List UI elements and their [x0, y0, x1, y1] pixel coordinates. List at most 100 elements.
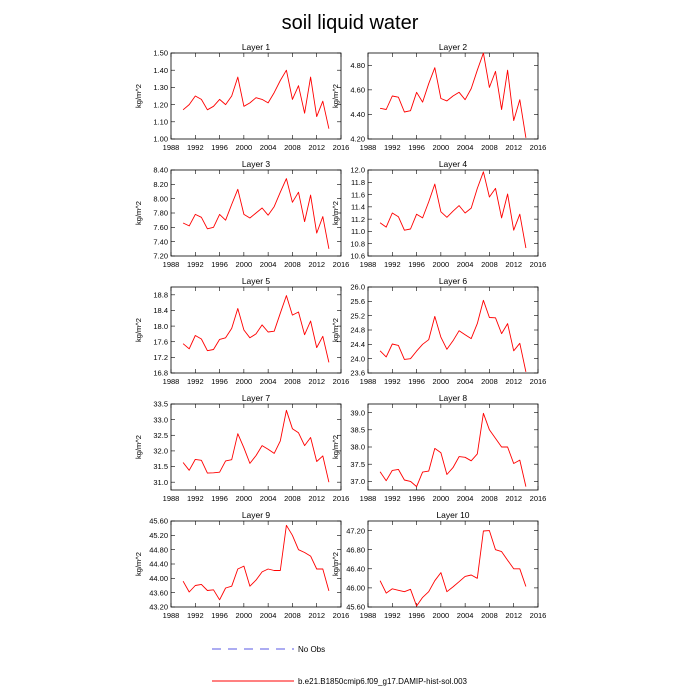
x-tick-label: 2008 [481, 377, 498, 386]
x-tick-label: 1988 [360, 611, 377, 620]
y-tick-label: 23.6 [350, 369, 365, 378]
x-tick-label: 1992 [187, 143, 204, 152]
y-tick-label: 11.8 [351, 178, 365, 187]
y-tick-label: 16.8 [153, 369, 168, 378]
plot-frame [367, 52, 539, 140]
panel-title: Layer 5 [242, 276, 271, 286]
x-tick-label: 2012 [308, 377, 325, 386]
y-axis-label: kg/m^2 [134, 318, 143, 342]
x-tick-label: 2000 [236, 143, 253, 152]
x-tick-label: 2008 [284, 143, 301, 152]
plot-frame [367, 520, 539, 608]
plot-frame [170, 520, 342, 608]
x-tick-label: 1992 [384, 611, 401, 620]
x-tick-label: 2016 [333, 260, 350, 269]
y-tick-label: 10.6 [350, 252, 365, 261]
x-tick-label: 1988 [360, 143, 377, 152]
y-tick-label: 33.0 [153, 415, 168, 424]
y-tick-label: 47.20 [346, 526, 365, 535]
y-tick-label: 7.20 [153, 252, 168, 261]
y-tick-label: 46.40 [346, 564, 365, 573]
series-line [379, 530, 527, 607]
x-tick-label: 2008 [284, 494, 301, 503]
series-line [379, 412, 527, 488]
panel-title: Layer 6 [439, 276, 468, 286]
y-tick-label: 24.0 [350, 354, 365, 363]
x-tick-label: 2000 [236, 611, 253, 620]
y-tick-label: 11.6 [351, 190, 365, 199]
y-tick-label: 11.2 [351, 215, 365, 224]
series-line [380, 52, 527, 138]
y-tick-label: 1.30 [153, 83, 168, 92]
y-tick-label: 11.0 [351, 227, 365, 236]
series-line [379, 299, 527, 372]
panel-3: Layer 3 1988 1992 1996 2000 2004 2008 2012 2016 7… [134, 159, 349, 269]
x-tick-label: 2004 [260, 143, 277, 152]
y-tick-label: 8.40 [153, 166, 168, 175]
x-tick-label: 2000 [236, 494, 253, 503]
y-tick-label: 43.60 [149, 588, 168, 597]
y-tick-label: 31.0 [153, 478, 168, 487]
y-tick-label: 38.5 [350, 426, 365, 435]
x-tick-label: 2016 [530, 494, 547, 503]
y-tick-label: 17.2 [153, 353, 168, 362]
legend: No Obs b.e21.B1850cmip6.f09_g17.DAMIP-hi… [212, 645, 468, 686]
panel-title: Layer 8 [439, 393, 468, 403]
panel-title: Layer 10 [436, 510, 469, 520]
plot-frame [170, 403, 342, 491]
x-tick-label: 2008 [481, 260, 498, 269]
y-tick-label: 8.20 [153, 180, 168, 189]
y-tick-label: 45.60 [149, 517, 168, 526]
x-tick-label: 2004 [457, 611, 474, 620]
plot-frame [170, 52, 342, 140]
y-tick-label: 25.6 [350, 297, 365, 306]
x-tick-label: 1992 [384, 260, 401, 269]
x-tick-label: 1996 [408, 611, 425, 620]
y-tick-label: 45.20 [149, 531, 168, 540]
x-tick-label: 2000 [236, 260, 253, 269]
x-tick-label: 2012 [505, 260, 522, 269]
x-tick-label: 1992 [187, 494, 204, 503]
x-tick-label: 2000 [433, 377, 450, 386]
y-tick-label: 32.5 [153, 431, 168, 440]
x-tick-label: 2000 [433, 494, 450, 503]
y-tick-label: 4.20 [350, 135, 365, 144]
y-tick-label: 1.50 [153, 49, 168, 58]
x-tick-label: 2008 [481, 611, 498, 620]
x-tick-label: 2008 [481, 494, 498, 503]
y-tick-label: 7.40 [153, 237, 168, 246]
y-tick-label: 12.0 [350, 166, 365, 175]
x-tick-label: 2008 [284, 611, 301, 620]
panel-5: Layer 5 1988 1992 1996 2000 2004 2008 2012 2016 1… [134, 276, 349, 386]
x-tick-label: 2016 [333, 143, 350, 152]
x-tick-label: 2008 [481, 143, 498, 152]
y-tick-label: 43.20 [149, 603, 168, 612]
y-tick-label: 1.20 [153, 100, 168, 109]
y-axis-label: kg/m^2 [331, 201, 340, 225]
x-tick-label: 2000 [236, 377, 253, 386]
x-tick-label: 1992 [384, 143, 401, 152]
x-tick-label: 2004 [457, 260, 474, 269]
panel-title: Layer 2 [439, 42, 468, 52]
series-line [182, 295, 330, 363]
panel-7: Layer 7 1988 1992 1996 2000 2004 2008 2012 2016 3… [134, 393, 349, 503]
y-tick-label: 38.0 [350, 443, 365, 452]
plot-frame [170, 286, 342, 374]
y-axis-label: kg/m^2 [331, 552, 340, 576]
x-tick-label: 2012 [505, 143, 522, 152]
y-axis-label: kg/m^2 [134, 552, 143, 576]
plot-frame [367, 169, 539, 257]
chart-title: soil liquid water [282, 12, 419, 34]
y-tick-label: 24.8 [350, 326, 365, 335]
y-tick-label: 44.00 [149, 574, 168, 583]
x-tick-label: 2000 [433, 143, 450, 152]
x-tick-label: 1992 [384, 494, 401, 503]
y-tick-label: 10.8 [350, 239, 365, 248]
x-tick-label: 2016 [530, 377, 547, 386]
y-tick-label: 11.4 [351, 203, 365, 212]
x-tick-label: 2004 [457, 143, 474, 152]
x-tick-label: 2000 [433, 260, 450, 269]
